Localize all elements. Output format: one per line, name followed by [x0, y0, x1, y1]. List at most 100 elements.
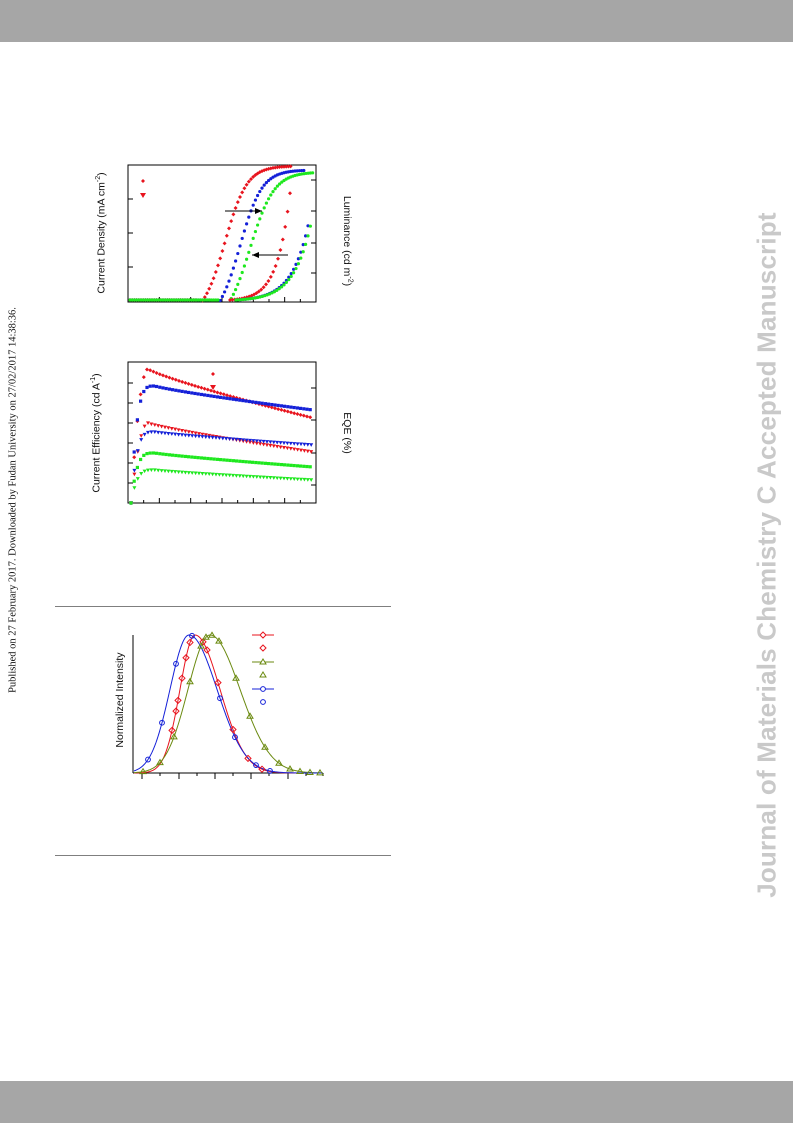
green-luminance-point	[311, 171, 315, 175]
green-luminance-point	[207, 298, 211, 302]
green-spectrum-line	[134, 634, 323, 774]
green-luminance-point	[245, 257, 249, 261]
spectra-legend-entry-3	[252, 658, 274, 665]
red-spectrum-film-markers	[168, 646, 211, 735]
green-luminance-point	[190, 298, 194, 302]
eff-point	[276, 403, 280, 408]
eff-point	[309, 478, 314, 482]
green-current-point	[304, 242, 308, 246]
spectra-marker	[173, 660, 179, 667]
eff-point	[301, 413, 306, 418]
blue-luminance-point	[260, 186, 264, 190]
green-current-point	[282, 283, 286, 287]
red-luminance-point	[249, 177, 253, 182]
red-luminance-point	[213, 270, 218, 275]
eff-point	[221, 392, 226, 397]
red-luminance-point	[284, 164, 289, 169]
eff-point	[176, 432, 181, 437]
eff-point	[269, 405, 274, 410]
spectra-marker	[208, 631, 216, 638]
footer-band	[0, 1081, 793, 1123]
spectra-y-axis-label: Normalized Intensity	[114, 652, 126, 748]
eff-point	[288, 477, 293, 481]
jvl-frame	[127, 164, 317, 303]
eff-point	[299, 464, 303, 468]
efficiency-left-axis-label: Current Efficiency (cd A-1)	[89, 373, 103, 493]
eff-point	[141, 375, 146, 380]
green-luminance-point	[236, 282, 240, 286]
eff-point	[212, 389, 217, 394]
eff-point	[271, 444, 276, 449]
eff-point	[209, 388, 213, 393]
red-current-point	[285, 209, 290, 214]
green-current-point	[296, 262, 300, 266]
eff-point	[234, 437, 239, 442]
spectra-curves	[133, 631, 324, 776]
eff-point	[263, 461, 267, 465]
eff-point	[231, 437, 235, 442]
eff-point	[275, 444, 280, 449]
blue-current-point	[294, 262, 298, 267]
eff-point	[199, 392, 203, 397]
eff-legend-red-triangle	[210, 385, 216, 390]
eff-point	[152, 430, 157, 434]
figure-rule-bottom	[55, 855, 391, 856]
eff-point	[254, 400, 258, 404]
eff-point	[139, 472, 144, 476]
red-luminance-point	[233, 205, 238, 210]
eff-point	[163, 431, 167, 436]
eff-point	[224, 437, 229, 441]
eff-point	[193, 471, 198, 476]
green-luminance-point	[256, 223, 260, 227]
red-luminance-point	[279, 164, 284, 169]
red-current-point	[288, 191, 292, 196]
eff-point	[142, 453, 146, 457]
spectra-marker	[267, 767, 273, 774]
eff-point	[309, 450, 314, 454]
eff-point	[302, 407, 306, 411]
spectra-marker	[217, 695, 223, 702]
green-current-point	[258, 295, 262, 299]
efficiency-right-axis-label: EQE (%)	[341, 412, 353, 454]
green-luminance-point	[234, 287, 238, 292]
spectra-marker	[232, 734, 238, 741]
eff-point	[196, 384, 201, 389]
eff-point	[215, 390, 220, 395]
eff-point	[228, 394, 233, 399]
spectra-panel	[132, 631, 324, 779]
eff-point	[197, 432, 201, 436]
legend-marker	[259, 644, 267, 652]
eff-point	[187, 390, 191, 395]
eff-point	[156, 430, 161, 435]
eff-point	[260, 401, 264, 405]
red-luminance-point	[251, 174, 256, 179]
eff-point	[292, 411, 297, 416]
eff-point	[271, 476, 276, 480]
green-luminance-point	[187, 298, 191, 302]
legend-marker	[259, 631, 267, 639]
green-luminance-point	[157, 298, 161, 302]
green-luminance-point	[212, 298, 216, 302]
spectra-marker	[261, 743, 269, 750]
spectra-legend-entry-4	[259, 671, 267, 678]
eff-point	[159, 469, 164, 473]
green-luminance-point	[253, 229, 257, 234]
green-current-point	[263, 294, 267, 298]
green-current-point	[270, 291, 274, 295]
green-current-point	[306, 234, 310, 238]
eff-point	[135, 465, 139, 470]
eff-point	[200, 432, 205, 437]
eff-point	[302, 477, 307, 482]
green-luminance-point	[152, 298, 156, 302]
green-current-point	[272, 290, 276, 294]
green-current-point	[277, 287, 281, 291]
eff-point	[189, 382, 194, 387]
eff-point	[289, 410, 293, 415]
eff-point	[258, 475, 263, 480]
green-current-point	[239, 298, 243, 302]
spectra-marker	[145, 756, 151, 763]
red-luminance-point	[207, 286, 212, 291]
green-current-point	[253, 296, 257, 300]
eff-point	[231, 397, 235, 401]
green-luminance-point	[168, 298, 172, 302]
